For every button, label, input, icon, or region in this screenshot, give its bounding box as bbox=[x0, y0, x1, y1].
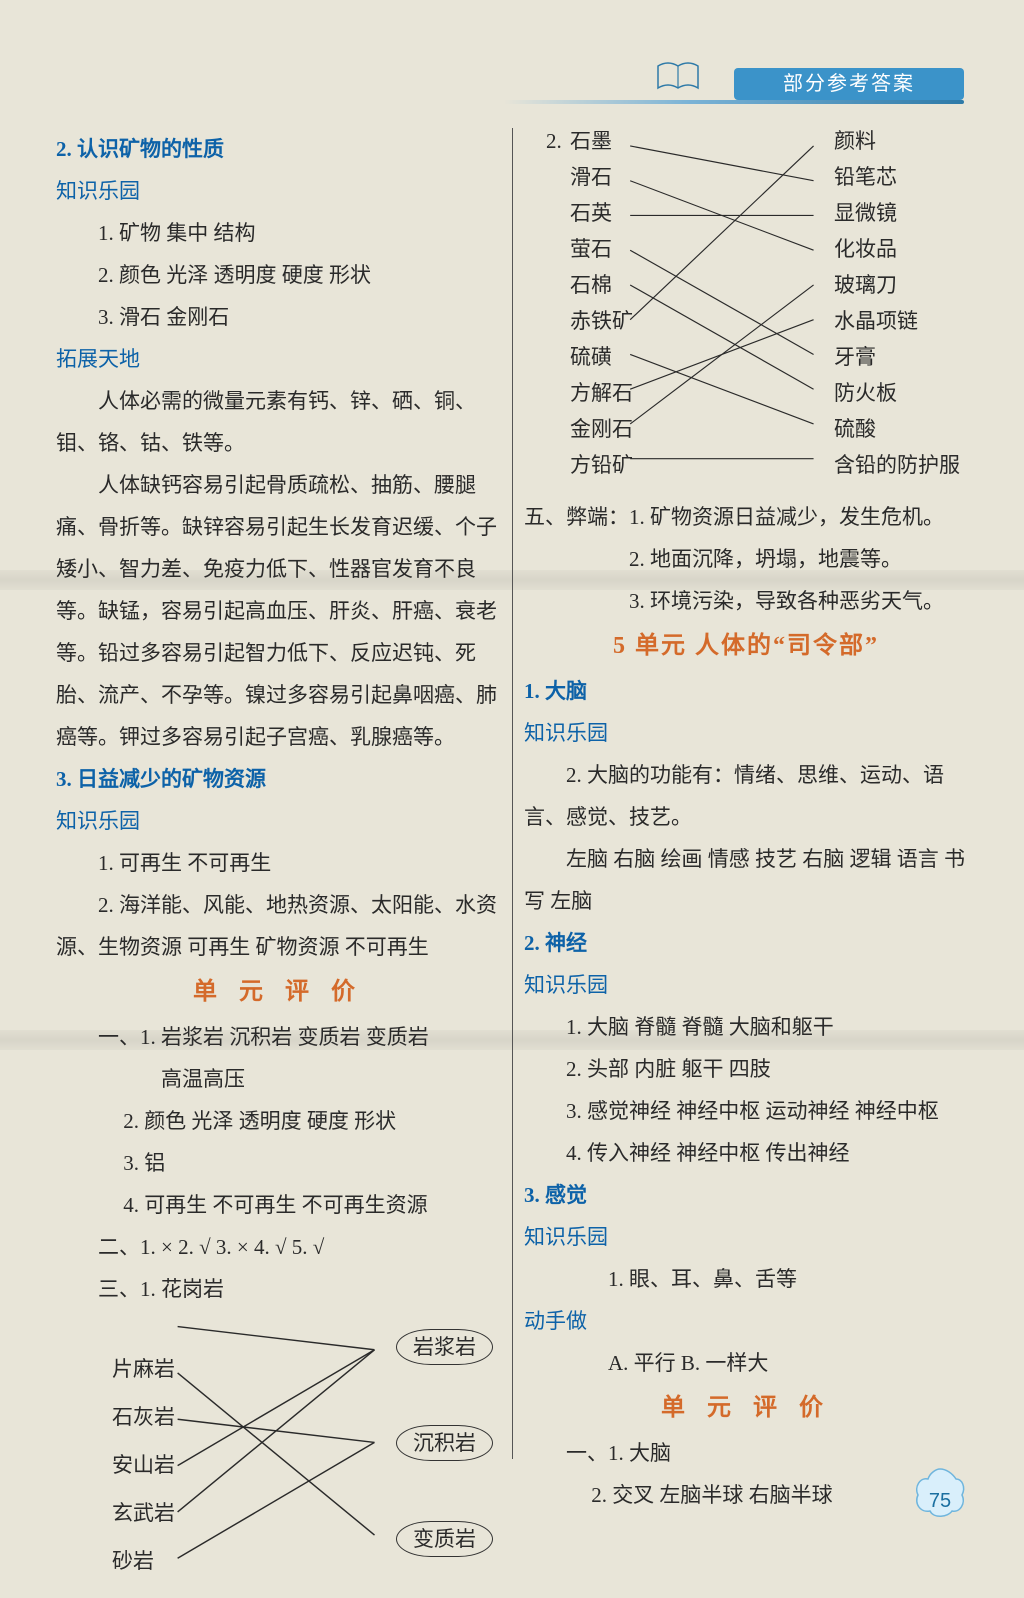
matching-diagram-rocks: 花岗岩片麻岩石灰岩安山岩玄武岩砂岩岩浆岩沉积岩变质岩 bbox=[56, 1310, 500, 1598]
list-item: 3. 滑石 金刚石 bbox=[56, 296, 500, 338]
match-left-label: 方解石 bbox=[570, 374, 633, 412]
paragraph: 人体必需的微量元素有钙、锌、硒、铜、钼、铬、钴、铁等。 bbox=[56, 380, 500, 464]
topic-1-title: 1. 大脑 bbox=[524, 670, 968, 712]
label-zhishi-leyuan: 知识乐园 bbox=[524, 712, 968, 754]
page-content: 2. 认识矿物的性质 知识乐园 1. 矿物 集中 结构 2. 颜色 光泽 透明度… bbox=[44, 128, 980, 1459]
page-number: 75 bbox=[912, 1481, 968, 1521]
match-left-label: 赤铁矿 bbox=[570, 302, 633, 340]
unit-5-title: 5 单元 人体的“司令部” bbox=[524, 622, 968, 670]
match-left-label: 石灰岩 bbox=[112, 1398, 175, 1436]
left-column: 2. 认识矿物的性质 知识乐园 1. 矿物 集中 结构 2. 颜色 光泽 透明度… bbox=[44, 128, 512, 1459]
match-left-label: 萤石 bbox=[570, 230, 612, 268]
match-left-label: 石英 bbox=[570, 194, 612, 232]
section-2-title: 2. 认识矿物的性质 bbox=[56, 128, 500, 170]
list-item: A. 平行 B. 一样大 bbox=[524, 1342, 968, 1384]
list-item: 二、1. × 2. √ 3. × 4. √ 5. √ bbox=[56, 1226, 500, 1268]
section-3-title: 3. 日益减少的矿物资源 bbox=[56, 758, 500, 800]
list-item: 3. 环境污染，导致各种恶劣天气。 bbox=[524, 580, 968, 622]
list-item: 1. 大脑 脊髓 脊髓 大脑和躯干 bbox=[524, 1006, 968, 1048]
match-right-label: 化妆品 bbox=[834, 230, 897, 268]
page-number-badge: 75 bbox=[912, 1465, 968, 1521]
header-banner: 部分参考答案 bbox=[584, 64, 964, 106]
list-item: 4. 传入神经 神经中枢 传出神经 bbox=[524, 1132, 968, 1174]
book-icon bbox=[654, 58, 702, 94]
match-right-label: 显微镜 bbox=[834, 194, 897, 232]
match-right-label: 玻璃刀 bbox=[834, 266, 897, 304]
list-item: 高温高压 bbox=[56, 1058, 500, 1100]
match-right-label: 硫酸 bbox=[834, 410, 876, 448]
unit-eval-heading: 单 元 评 价 bbox=[524, 1384, 968, 1432]
match-left-label: 金刚石 bbox=[570, 410, 633, 448]
match-right-label: 牙膏 bbox=[834, 338, 876, 376]
match-left-label: 片麻岩 bbox=[112, 1350, 175, 1388]
right-column: 2.石墨滑石石英萤石石棉赤铁矿硫磺方解石金刚石方铅矿颜料铅笔芯显微镜化妆品玻璃刀… bbox=[512, 128, 980, 1459]
match-left-label: 滑石 bbox=[570, 158, 612, 196]
topic-3-title: 3. 感觉 bbox=[524, 1174, 968, 1216]
paragraph: 2. 大脑的功能有：情绪、思维、运动、语言、感觉、技艺。 bbox=[524, 754, 968, 838]
match-right-label: 沉积岩 bbox=[396, 1424, 493, 1462]
match-left-label: 玄武岩 bbox=[112, 1494, 175, 1532]
label-tuozhan: 拓展天地 bbox=[56, 338, 500, 380]
list-item: 2. 交叉 左脑半球 右脑半球 bbox=[524, 1474, 968, 1516]
match-right-label: 颜料 bbox=[834, 122, 876, 160]
list-item: 3. 感觉神经 神经中枢 运动神经 神经中枢 bbox=[524, 1090, 968, 1132]
list-item: 一、1. 大脑 bbox=[524, 1432, 968, 1474]
label-zhishi-leyuan: 知识乐园 bbox=[524, 1216, 968, 1258]
match-right-label: 水晶项链 bbox=[834, 302, 918, 340]
label-zhishi-leyuan: 知识乐园 bbox=[56, 170, 500, 212]
list-item: 1. 矿物 集中 结构 bbox=[56, 212, 500, 254]
match-left-label: 石棉 bbox=[570, 266, 612, 304]
label-zhishi-leyuan: 知识乐园 bbox=[56, 800, 500, 842]
label-dongshou: 动手做 bbox=[524, 1300, 968, 1342]
match-left-label: 方铅矿 bbox=[570, 446, 633, 484]
match-left-label: 安山岩 bbox=[112, 1446, 175, 1484]
label-zhishi-leyuan: 知识乐园 bbox=[524, 964, 968, 1006]
list-item: 2. 颜色 光泽 透明度 硬度 形状 bbox=[56, 254, 500, 296]
match-right-label: 铅笔芯 bbox=[834, 158, 897, 196]
header-badge: 部分参考答案 bbox=[734, 68, 964, 100]
list-item: 4. 可再生 不可再生 不可再生资源 bbox=[56, 1184, 500, 1226]
topic-2-title: 2. 神经 bbox=[524, 922, 968, 964]
list-item: 2. 地面沉降，坍塌，地震等。 bbox=[524, 538, 968, 580]
match-left-label: 砂岩 bbox=[112, 1542, 154, 1580]
list-item: 2. 海洋能、风能、地热资源、太阳能、水资源、生物资源 可再生 矿物资源 不可再… bbox=[56, 884, 500, 968]
list-item: 1. 可再生 不可再生 bbox=[56, 842, 500, 884]
paragraph: 左脑 右脑 绘画 情感 技艺 右脑 逻辑 语言 书写 左脑 bbox=[524, 838, 968, 922]
list-item: 三、1. 花岗岩 bbox=[56, 1268, 500, 1310]
match-right-label: 含铅的防护服 bbox=[834, 446, 960, 484]
list-item: 1. 眼、耳、鼻、舌等 bbox=[524, 1258, 968, 1300]
list-item: 2. 颜色 光泽 透明度 硬度 形状 bbox=[56, 1100, 500, 1142]
list-item: 2. 头部 内脏 躯干 四肢 bbox=[524, 1048, 968, 1090]
list-item: 一、1. 岩浆岩 沉积岩 变质岩 变质岩 bbox=[56, 1016, 500, 1058]
match-right-label: 变质岩 bbox=[396, 1520, 493, 1558]
match-right-label: 岩浆岩 bbox=[396, 1328, 493, 1366]
paragraph: 人体缺钙容易引起骨质疏松、抽筋、腰腿痛、骨折等。缺锌容易引起生长发育迟缓、个子矮… bbox=[56, 464, 500, 758]
list-item: 五、弊端：1. 矿物资源日益减少，发生危机。 bbox=[524, 496, 968, 538]
match-left-label: 石墨 bbox=[570, 122, 612, 160]
unit-eval-heading: 单 元 评 价 bbox=[56, 968, 500, 1016]
match-lead: 2. bbox=[546, 122, 562, 160]
match-left-label: 硫磺 bbox=[570, 338, 612, 376]
list-item: 3. 铝 bbox=[56, 1142, 500, 1184]
match-right-label: 防火板 bbox=[834, 374, 897, 412]
matching-diagram-minerals: 2.石墨滑石石英萤石石棉赤铁矿硫磺方解石金刚石方铅矿颜料铅笔芯显微镜化妆品玻璃刀… bbox=[524, 128, 968, 496]
